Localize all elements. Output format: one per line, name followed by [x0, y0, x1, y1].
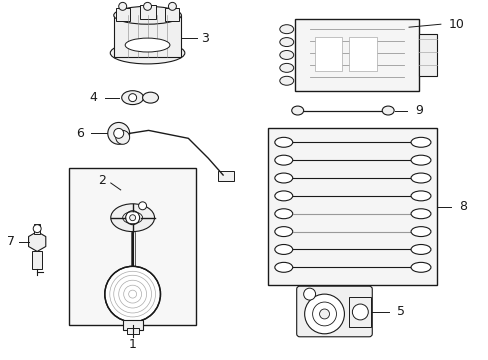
Circle shape [304, 294, 344, 334]
FancyBboxPatch shape [296, 286, 371, 337]
Ellipse shape [410, 244, 430, 255]
Bar [165, 8, 179, 21]
Circle shape [143, 3, 151, 10]
Ellipse shape [274, 209, 292, 219]
Circle shape [168, 3, 176, 10]
Bar [69, 168, 196, 325]
Ellipse shape [410, 209, 430, 219]
Ellipse shape [410, 191, 430, 201]
Circle shape [138, 202, 146, 210]
Ellipse shape [410, 227, 430, 237]
Bar [126, 328, 138, 334]
Text: 2: 2 [98, 174, 105, 186]
Bar [116, 8, 129, 21]
Ellipse shape [410, 173, 430, 183]
Text: 9: 9 [414, 104, 422, 117]
Ellipse shape [274, 227, 292, 237]
Ellipse shape [410, 155, 430, 165]
Circle shape [303, 288, 315, 300]
Bar [418, 34, 436, 76]
Bar [349, 37, 376, 71]
Ellipse shape [274, 191, 292, 201]
Text: 7: 7 [7, 235, 15, 248]
Circle shape [119, 3, 126, 10]
Circle shape [114, 129, 123, 138]
Ellipse shape [274, 262, 292, 272]
Ellipse shape [279, 37, 293, 46]
Text: 1: 1 [128, 338, 136, 351]
Polygon shape [28, 231, 46, 251]
Circle shape [319, 309, 329, 319]
Circle shape [107, 122, 129, 144]
Circle shape [104, 266, 160, 322]
Text: 5: 5 [396, 306, 404, 319]
Text: 10: 10 [448, 18, 464, 31]
Bar [218, 171, 234, 181]
Ellipse shape [291, 106, 303, 115]
Ellipse shape [274, 137, 292, 147]
Ellipse shape [110, 42, 184, 64]
Ellipse shape [274, 173, 292, 183]
Ellipse shape [142, 92, 158, 103]
Ellipse shape [111, 204, 154, 231]
Circle shape [128, 94, 136, 102]
Ellipse shape [410, 137, 430, 147]
Ellipse shape [274, 155, 292, 165]
Bar [122, 320, 142, 330]
Bar [314, 37, 342, 71]
Ellipse shape [279, 50, 293, 59]
Ellipse shape [279, 76, 293, 85]
Text: 3: 3 [201, 32, 209, 45]
Circle shape [129, 215, 135, 221]
Bar [139, 5, 155, 19]
Text: 8: 8 [458, 200, 466, 213]
Ellipse shape [125, 38, 169, 52]
Text: 4: 4 [89, 91, 97, 104]
Bar [294, 19, 418, 91]
Ellipse shape [279, 25, 293, 33]
Ellipse shape [122, 91, 143, 105]
Bar [349, 297, 370, 327]
Bar [34, 224, 40, 234]
Circle shape [125, 211, 139, 225]
Ellipse shape [279, 63, 293, 72]
Bar [267, 129, 436, 285]
Circle shape [352, 304, 367, 320]
Bar [114, 15, 181, 57]
Ellipse shape [382, 106, 393, 115]
Text: 6: 6 [76, 127, 84, 140]
Circle shape [116, 130, 129, 144]
Ellipse shape [410, 262, 430, 272]
Circle shape [33, 225, 41, 233]
Ellipse shape [274, 244, 292, 255]
Bar [32, 251, 42, 269]
Ellipse shape [114, 6, 181, 24]
